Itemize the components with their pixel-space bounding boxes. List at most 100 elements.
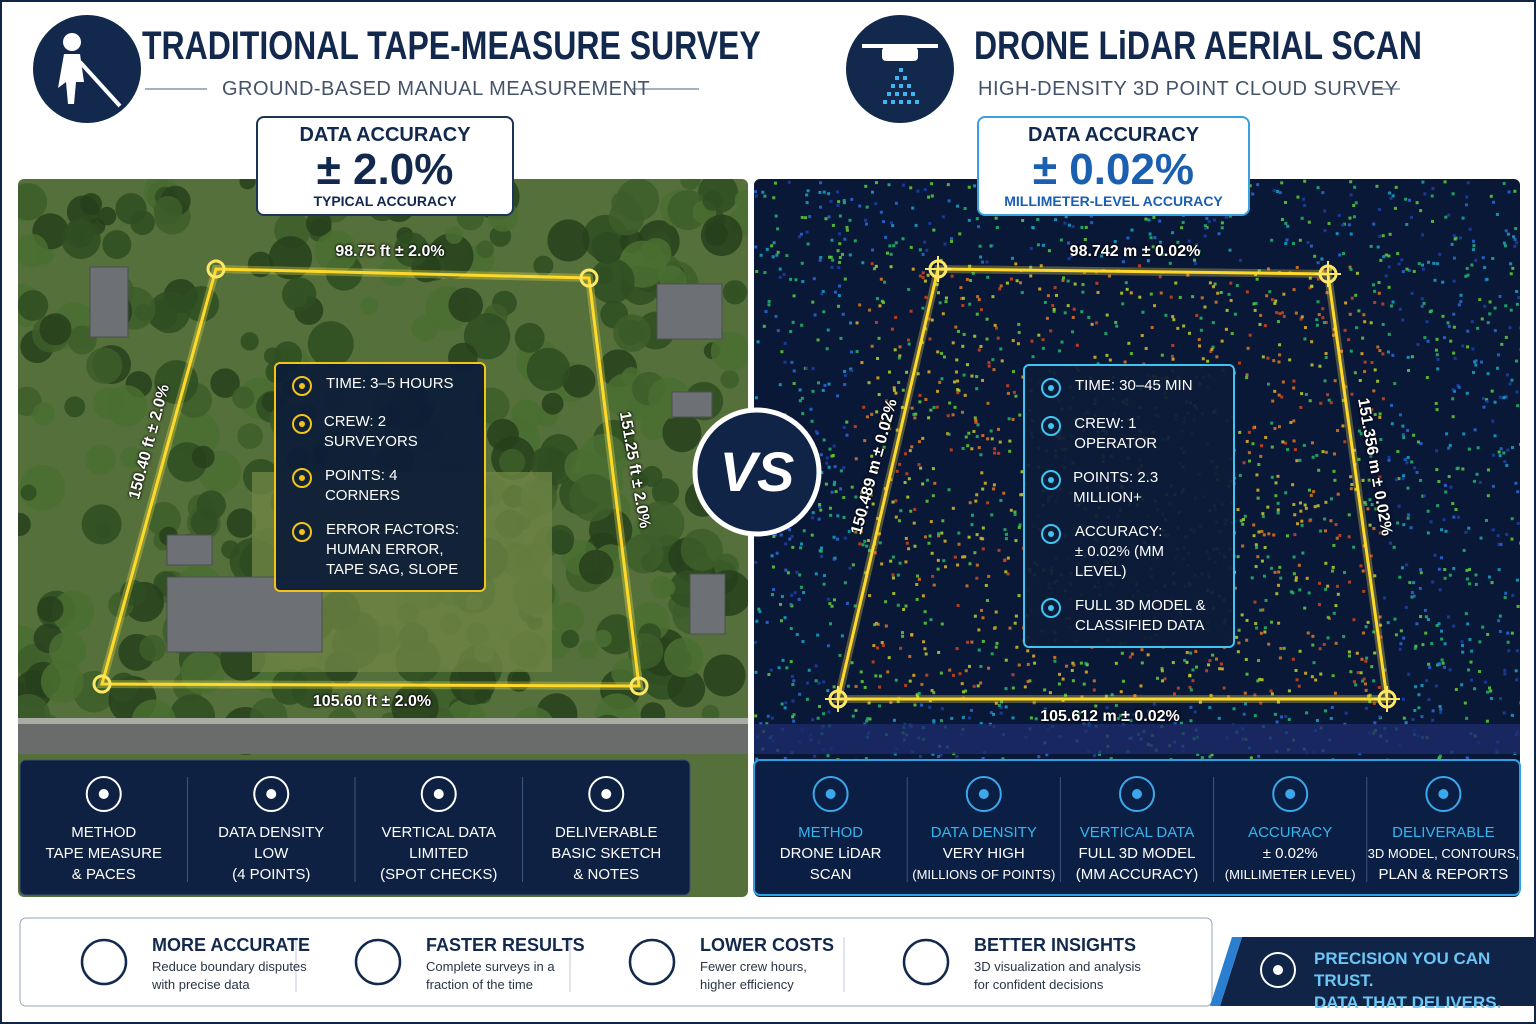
point xyxy=(874,181,878,185)
point xyxy=(962,373,966,377)
point xyxy=(1245,638,1249,642)
point xyxy=(1188,246,1192,250)
fact-icon xyxy=(1041,598,1061,618)
fact-icon-dot xyxy=(299,475,305,481)
point xyxy=(1467,526,1471,530)
point xyxy=(824,482,828,486)
point xyxy=(913,703,917,707)
point xyxy=(1260,529,1264,533)
point xyxy=(1011,417,1015,421)
fact-icon-ring xyxy=(1041,470,1061,490)
point xyxy=(1435,262,1439,266)
point xyxy=(1352,680,1356,684)
spec-value: BASIC SKETCH xyxy=(551,845,662,862)
point xyxy=(819,205,823,209)
point xyxy=(1431,580,1435,584)
point xyxy=(1481,256,1485,260)
fact-line: HUMAN ERROR, xyxy=(326,541,444,558)
point xyxy=(1332,611,1336,615)
point xyxy=(1487,575,1491,579)
point xyxy=(1181,220,1185,224)
point xyxy=(957,531,961,535)
point xyxy=(895,469,899,473)
point xyxy=(907,342,911,346)
point xyxy=(1460,643,1464,647)
point xyxy=(1452,312,1456,316)
facts-box: TIME: 3–5 HOURS CREW: 2 SURVEYORS POINTS: … xyxy=(274,362,486,592)
point xyxy=(997,548,1001,552)
point xyxy=(849,350,853,354)
point xyxy=(833,480,837,484)
point xyxy=(1393,617,1397,621)
point xyxy=(1437,622,1441,626)
point xyxy=(1397,477,1401,481)
point xyxy=(1406,355,1410,359)
point xyxy=(1319,401,1323,405)
point xyxy=(1498,454,1502,458)
fact-text: TIME: 3–5 HOURS xyxy=(326,374,454,394)
point xyxy=(925,478,929,482)
point xyxy=(1284,491,1288,495)
point xyxy=(1245,618,1249,622)
point xyxy=(963,555,967,559)
point xyxy=(1009,277,1013,281)
tree xyxy=(663,637,704,678)
point xyxy=(789,660,793,664)
point xyxy=(870,190,874,194)
point xyxy=(927,541,931,545)
point xyxy=(1353,371,1357,375)
point xyxy=(1506,373,1510,377)
fact-icon xyxy=(1041,416,1061,436)
point xyxy=(992,487,996,491)
point xyxy=(1259,454,1263,458)
point xyxy=(793,591,797,595)
point xyxy=(840,252,844,256)
point xyxy=(867,381,871,385)
point xyxy=(871,248,875,252)
point xyxy=(1140,661,1144,665)
point xyxy=(797,235,801,239)
point xyxy=(979,308,983,312)
point xyxy=(1313,254,1317,258)
point xyxy=(1280,218,1284,222)
point xyxy=(944,565,948,569)
point xyxy=(790,360,794,364)
point xyxy=(781,658,785,662)
point xyxy=(1277,425,1281,429)
point xyxy=(1236,650,1240,654)
point xyxy=(1280,395,1284,399)
point xyxy=(1061,677,1065,681)
point xyxy=(784,542,788,546)
point xyxy=(854,709,858,713)
point xyxy=(913,544,917,548)
point xyxy=(1333,379,1337,383)
point xyxy=(1169,295,1173,299)
point xyxy=(1188,673,1192,677)
point xyxy=(1316,504,1320,508)
point xyxy=(1317,468,1321,472)
point xyxy=(1417,693,1421,697)
point xyxy=(1297,563,1301,567)
point xyxy=(956,604,960,608)
spec-icon-dot xyxy=(98,789,109,799)
point xyxy=(1321,307,1325,311)
point xyxy=(814,429,818,433)
point xyxy=(1452,389,1456,393)
point xyxy=(800,396,804,400)
point xyxy=(970,640,974,644)
point xyxy=(949,448,953,452)
point xyxy=(899,509,903,513)
point xyxy=(930,318,934,322)
point xyxy=(794,278,798,282)
point xyxy=(930,551,934,555)
tree xyxy=(533,255,554,276)
point xyxy=(1433,278,1437,282)
point xyxy=(1352,215,1356,219)
point xyxy=(1053,655,1057,659)
point xyxy=(792,381,796,385)
facts-box: TIME: 30–45 MIN CREW: 1 OPERATOR POINTS: 2… xyxy=(1023,364,1235,648)
point xyxy=(912,412,916,416)
point xyxy=(1457,303,1461,307)
point xyxy=(867,701,871,705)
point xyxy=(974,420,978,424)
